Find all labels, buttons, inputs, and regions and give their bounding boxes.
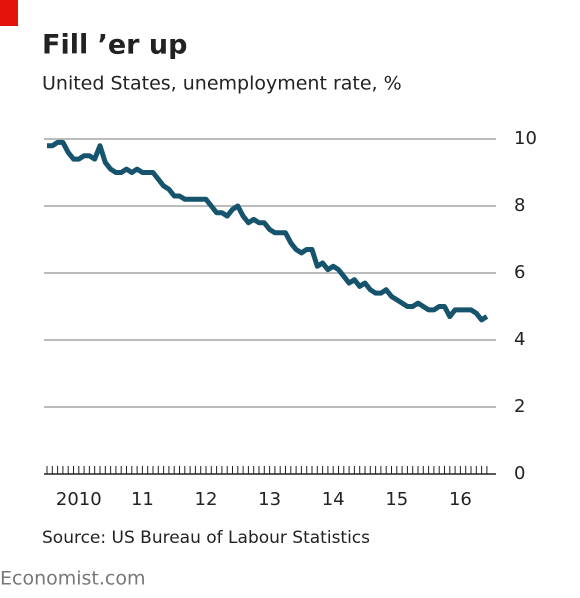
y-tick-label: 2 (514, 396, 525, 417)
series-line (47, 139, 489, 323)
y-tick-label: 6 (514, 262, 525, 283)
y-tick-label: 0 (514, 463, 525, 484)
brand-flag (0, 0, 18, 26)
x-tick-label: 14 (322, 489, 345, 510)
x-tick-label: 12 (195, 489, 218, 510)
chart-title: Fill ’er up (42, 30, 187, 61)
y-tick-label: 10 (514, 128, 537, 149)
y-tick-label: 8 (514, 195, 525, 216)
chart-subtitle: United States, unemployment rate, % (42, 73, 402, 95)
x-tick-label: 11 (131, 489, 154, 510)
brand: Economist.com (0, 568, 146, 590)
y-tick-label: 4 (514, 329, 525, 350)
x-tick-label: 2010 (56, 489, 102, 510)
x-tick-label: 13 (258, 489, 281, 510)
x-tick-label: 15 (385, 489, 408, 510)
x-tick-label: 16 (449, 489, 472, 510)
source: Source: US Bureau of Labour Statistics (42, 528, 370, 548)
